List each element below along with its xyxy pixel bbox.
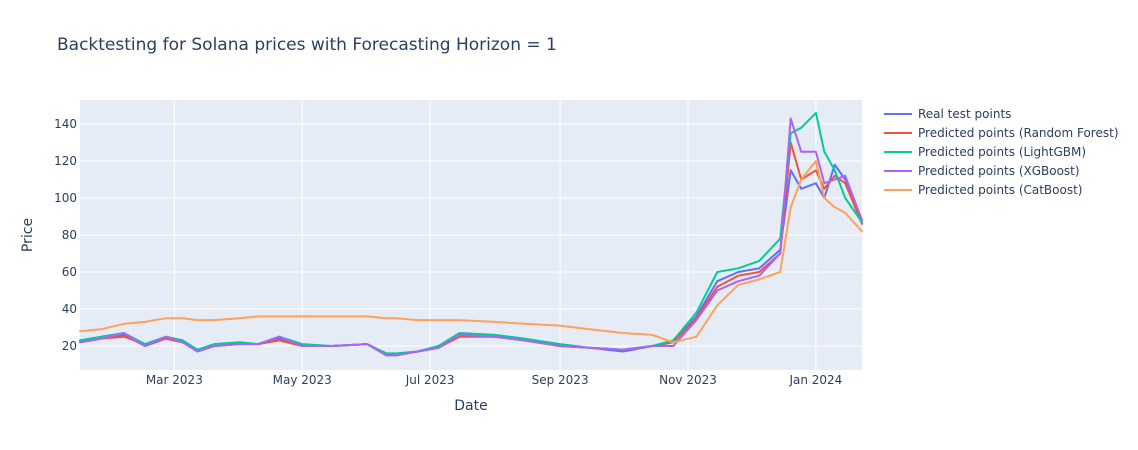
x-tick-label: Jan 2024 [788, 373, 842, 387]
y-tick-label: 20 [62, 339, 77, 353]
chart-title: Backtesting for Solana prices with Forec… [57, 35, 557, 55]
legend-label: Predicted points (LightGBM) [918, 145, 1086, 159]
legend-item-1[interactable]: Real test points [884, 107, 1011, 121]
y-tick-label: 80 [62, 228, 77, 242]
legend: Real test points Predicted points (Random… [884, 107, 1119, 197]
legend-label: Predicted points (Random Forest) [918, 126, 1119, 140]
legend-item-3[interactable]: Predicted points (LightGBM) [884, 145, 1086, 159]
y-tick-labels: 20 40 60 80 100 120 140 [54, 117, 77, 353]
legend-item-5[interactable]: Predicted points (CatBoost) [884, 183, 1083, 197]
y-tick-label: 60 [62, 265, 77, 279]
legend-item-4[interactable]: Predicted points (XGBoost) [884, 164, 1080, 178]
x-tick-label: Nov 2023 [659, 373, 717, 387]
y-gridlines [80, 123, 862, 347]
y-tick-label: 40 [62, 302, 77, 316]
y-axis-title: Price [20, 218, 36, 252]
legend-item-2[interactable]: Predicted points (Random Forest) [884, 126, 1119, 140]
y-tick-label: 100 [54, 191, 77, 205]
x-tick-labels: Mar 2023 May 2023 Jul 2023 Sep 2023 Nov 2023… [146, 373, 842, 387]
x-tick-label: Jul 2023 [405, 373, 455, 387]
series-line-5[interactable] [79, 160, 863, 344]
y-tick-label: 120 [54, 154, 77, 168]
x-axis-title: Date [454, 398, 487, 414]
legend-label: Predicted points (XGBoost) [918, 164, 1080, 178]
x-tick-label: Sep 2023 [532, 373, 589, 387]
legend-label: Real test points [918, 107, 1011, 121]
y-tick-label: 140 [54, 117, 77, 131]
series-layer [79, 111, 863, 357]
x-tick-label: May 2023 [273, 373, 332, 387]
series-line-4[interactable] [79, 117, 863, 357]
x-tick-label: Mar 2023 [146, 373, 203, 387]
legend-label: Predicted points (CatBoost) [918, 183, 1083, 197]
